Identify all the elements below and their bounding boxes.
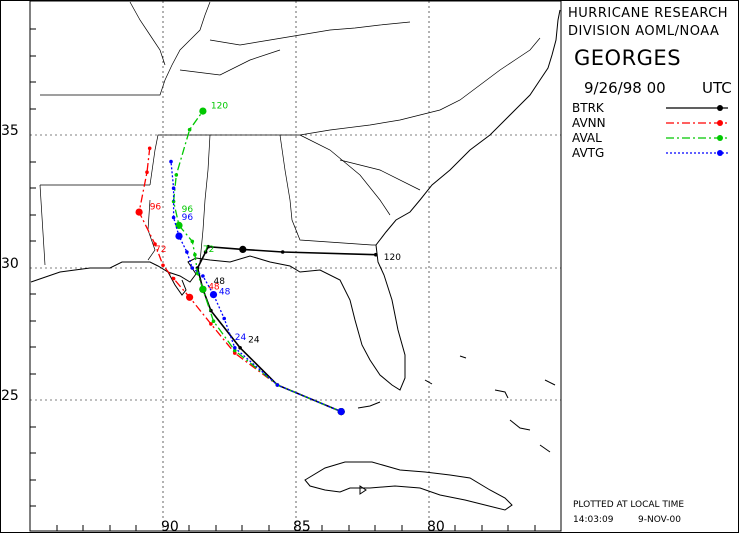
legend-swatches [666, 105, 728, 156]
track-hour-label: 24 [235, 333, 247, 343]
lat-label-35: 35 [1, 123, 19, 139]
track-line-avtg [170, 161, 342, 413]
track-point-aval [199, 285, 207, 293]
lon-label-85: 85 [293, 519, 311, 535]
track-hour-label: 24 [248, 336, 260, 346]
tick-marks [30, 28, 536, 531]
legend-marker-aval [717, 135, 723, 141]
track-point-avnn [145, 170, 149, 174]
track-point-aval [211, 319, 216, 324]
legend-marker-avtg [717, 150, 723, 156]
track-point-avnn [233, 351, 237, 355]
track-hour-label: 48 [208, 282, 220, 292]
legend-label-aval: AVAL [572, 131, 602, 145]
track-point-avtg [171, 186, 176, 190]
track-point-aval [171, 199, 176, 204]
lat-label-25: 25 [1, 388, 19, 404]
footer-time: 14:03:09 [573, 515, 614, 525]
track-point-avnn [153, 242, 157, 246]
date-time: 9/26/98 00 [584, 79, 666, 97]
track-hour-label: 48 [214, 277, 226, 287]
track-point-btrk [280, 250, 285, 254]
track-line-avnn [138, 148, 342, 413]
legend-marker-btrk [717, 105, 723, 111]
track-hour-label: 96 [182, 205, 194, 215]
track-point-avtg [175, 232, 183, 240]
track-point-aval [174, 173, 179, 177]
track-point-avnn [147, 146, 152, 151]
track-point-avnn [135, 208, 143, 216]
track-hour-label: 96 [150, 203, 162, 213]
legend-label-btrk: BTRK [572, 101, 604, 115]
track-point-btrk [374, 252, 378, 257]
info-panel: HURRICANE RESEARCH DIVISION AOML/NOAA GE… [562, 0, 738, 532]
track-point-avtg [185, 250, 189, 254]
plotted-note: PLOTTED AT LOCAL TIME [573, 500, 685, 510]
track-hour-label: 72 [155, 245, 166, 255]
track-point-btrk [239, 245, 247, 253]
footer-date: 9-NOV-00 [638, 515, 681, 525]
track-point-btrk [238, 346, 242, 350]
track-point-avnn [171, 276, 176, 281]
org-line-1: HURRICANE RESEARCH [568, 6, 729, 21]
track-point-avtg [337, 408, 345, 416]
track-point-avtg [171, 215, 176, 220]
track-point-avtg [222, 316, 226, 321]
track-point-aval [195, 271, 200, 276]
legend-label-avnn: AVNN [572, 116, 606, 130]
track-point-avtg [209, 291, 218, 299]
track-point-avtg [201, 274, 205, 278]
legend-label-avtg: AVTG [572, 146, 605, 160]
track-point-avtg [190, 266, 195, 270]
coastline [30, 9, 561, 511]
track-point-avtg [275, 383, 280, 387]
track-point-avnn [161, 263, 165, 268]
legend-marker-avnn [717, 120, 723, 126]
track-point-avtg [233, 346, 237, 350]
track-hour-label: 96 [182, 213, 194, 223]
track-point-aval [199, 107, 207, 115]
lat-label-30: 30 [1, 256, 19, 272]
state-borders [39, 1, 541, 266]
org-line-2: DIVISION AOML/NOAA [568, 24, 720, 39]
time-zone: UTC [702, 79, 732, 97]
lon-label-90: 90 [161, 519, 179, 535]
track-point-aval [233, 348, 237, 353]
track-point-aval [175, 221, 183, 229]
track-hour-label: 72 [203, 245, 214, 255]
track-point-btrk [206, 244, 210, 249]
track-hour-label: 120 [384, 253, 401, 263]
track-hour-label: 48 [219, 288, 231, 298]
forecast-tracks: 24 48 120 72 96 48 72 96 120 24 48 96 [135, 101, 401, 416]
track-point-aval [193, 252, 197, 257]
storm-name: GEORGES [574, 46, 682, 70]
track-point-avtg [169, 159, 173, 164]
track-point-avnn [209, 322, 213, 326]
track-point-aval [190, 239, 195, 244]
track-hour-label: 120 [211, 101, 228, 111]
lon-label-80: 80 [427, 519, 445, 535]
track-point-aval [187, 127, 192, 132]
track-point-btrk [203, 250, 208, 254]
track-point-avnn [186, 293, 194, 301]
